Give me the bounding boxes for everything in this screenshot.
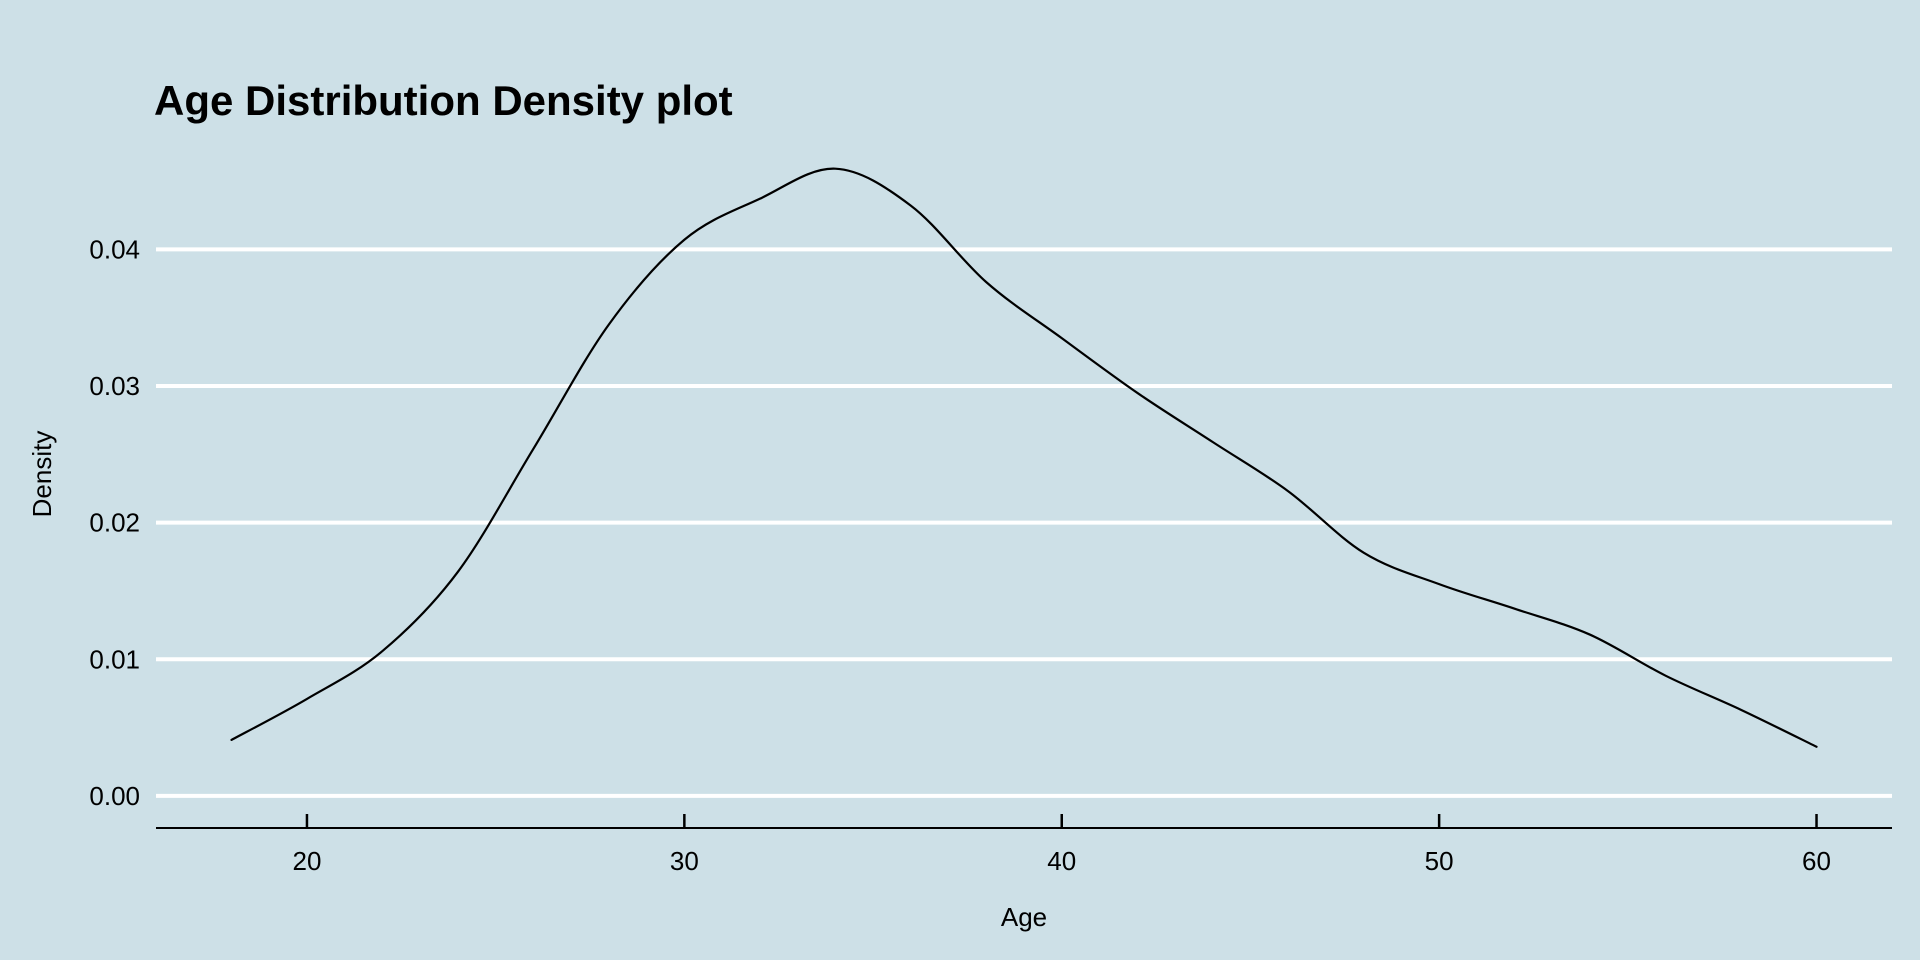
y-axis-label: Density <box>27 431 57 518</box>
y-tick-label-0: 0.00 <box>89 781 140 811</box>
x-axis-label: Age <box>1001 902 1047 932</box>
x-tick-label-1: 30 <box>670 846 699 876</box>
y-tick-label-2: 0.02 <box>89 508 140 538</box>
series-layer <box>230 167 1818 748</box>
x-tick-label-2: 40 <box>1047 846 1076 876</box>
y-tick-label-3: 0.03 <box>89 371 140 401</box>
y-tick-label-4: 0.04 <box>89 234 140 264</box>
x-tick-label-3: 50 <box>1425 846 1454 876</box>
y-tick-label-1: 0.01 <box>89 644 140 674</box>
y-axis-ticks: 0.00 0.01 0.02 0.03 0.04 <box>89 234 140 811</box>
x-axis: 20 30 40 50 60 <box>156 814 1892 876</box>
chart-title: Age Distribution Density plot <box>154 77 733 124</box>
density-curve-0 <box>230 167 1818 748</box>
x-tick-label-0: 20 <box>292 846 321 876</box>
grid-layer <box>156 247 1892 798</box>
x-tick-label-4: 60 <box>1802 846 1831 876</box>
